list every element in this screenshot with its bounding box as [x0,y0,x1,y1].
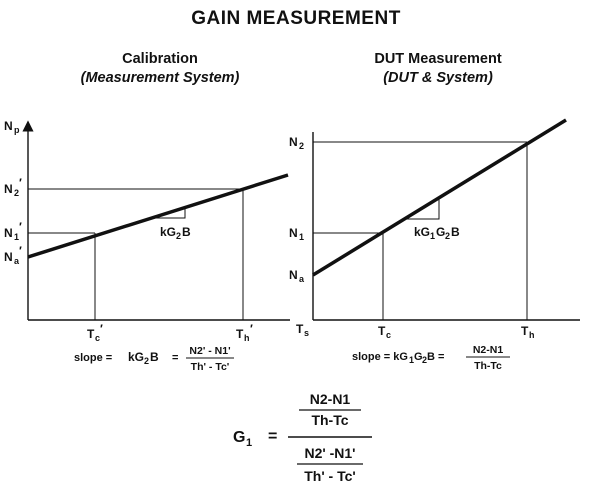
left-th-label: T [236,327,244,341]
left-chart: N p N 2 ′ N 1 ′ N a ′ T c ′ T h ′ kG 2 B… [4,119,290,373]
left-slope-term-b: B [150,350,159,364]
formula-top-den: Th-Tc [311,412,348,428]
right-dut-line [312,118,567,277]
right-heading-main: DUT Measurement [374,51,502,67]
left-n1-label: N [4,226,13,240]
left-y-axis-label: N [4,119,13,133]
right-th-sub: h [529,330,535,340]
left-th-prime: ′ [250,322,253,336]
right-slope-label: kG [414,225,430,239]
right-slope-g2: G [436,225,445,239]
right-n2-label: N [289,135,298,149]
right-slope-b: B [451,225,460,239]
right-n2-sub: 2 [299,141,304,151]
left-slope-prefix: slope = [74,352,112,364]
left-slope-b: B [182,225,191,239]
left-th-sub: h [244,333,250,343]
page-title: GAIN MEASUREMENT [191,8,401,29]
left-slope-eq: = [172,352,178,364]
left-slope-den: Th' - Tc' [191,361,230,373]
left-tc-prime: ′ [100,322,103,336]
right-slope-sub2: 2 [445,231,450,241]
right-heading-sub: (DUT & System) [383,70,493,86]
left-heading-main: Calibration [122,51,198,67]
left-tc-sub: c [95,333,100,343]
right-na-label: N [289,268,298,282]
right-chart: N 2 N 1 N a T s T c T h kG 1 G 2 B slope… [289,118,580,372]
right-slope-den: Th-Tc [474,360,502,372]
left-slope-term-sub: 2 [144,356,149,366]
right-slope-triangle [405,198,440,220]
formula-bot-den: Th' - Tc' [304,468,356,484]
left-na-prime: ′ [19,244,22,258]
right-tc-sub: c [386,330,391,340]
right-ts-sub: s [304,328,309,338]
right-slope-prefix-b: B = [427,351,444,363]
left-slope-term: kG [128,350,144,364]
left-n1-sub: 1 [14,232,19,242]
left-n2-prime: ′ [19,176,22,190]
left-slope-num: N2' - N1' [189,345,230,357]
left-tc-label: T [87,327,95,341]
left-heading: Calibration (Measurement System) [40,50,280,88]
right-slope-prefix-sub2: 2 [422,355,427,365]
left-n2-label: N [4,182,13,196]
formula-bot-num: N2' -N1' [304,445,355,461]
gain-formula: G 1 = N2-N1 Th-Tc N2' -N1' Th' - Tc' [233,391,372,484]
left-slope-label: kG [160,225,176,239]
left-heading-sub: (Measurement System) [80,70,240,86]
left-n2-sub: 2 [14,188,19,198]
right-na-sub: a [299,274,305,284]
right-n1-label: N [289,226,298,240]
formula-eq: = [268,428,277,445]
formula-top-num: N2-N1 [310,391,351,407]
left-slope-triangle [152,207,186,219]
right-slope-num: N2-N1 [473,344,504,356]
right-heading: DUT Measurement (DUT & System) [318,50,558,88]
right-th-label: T [521,324,529,338]
right-slope-sub1: 1 [430,231,435,241]
left-y-axis-sub: p [14,125,20,135]
right-tc-label: T [378,324,386,338]
right-n1-sub: 1 [299,232,304,242]
left-na-label: N [4,250,13,264]
left-n1-prime: ′ [19,220,22,234]
formula-lhs: G [233,429,245,446]
right-slope-prefix-sub1: 1 [409,355,414,365]
formula-lhs-sub: 1 [246,437,252,449]
right-slope-prefix-g2: G [414,351,423,363]
right-ts-label: T [296,322,304,336]
left-na-sub: a [14,256,20,266]
left-slope-sub: 2 [176,231,181,241]
right-slope-prefix: slope = kG [352,351,408,363]
left-calibration-line [27,173,289,259]
